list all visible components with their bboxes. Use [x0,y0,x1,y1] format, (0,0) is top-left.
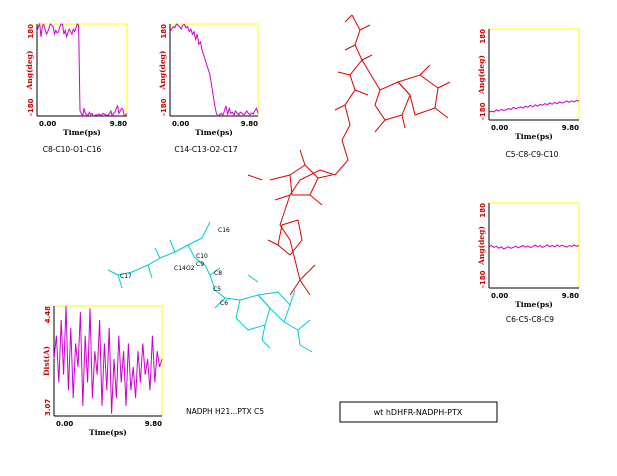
series-line [53,305,163,414]
atom-label: C14 [174,265,186,272]
series-line [488,244,580,250]
y-axis-label: Ang(deg) [477,226,486,266]
x-tick-label: 9.80 [110,120,127,128]
plot-title: C14-C13-O2-C17 [174,145,238,154]
dihedral-plot-c6-c5-c8-c9: -180 180 Ang(deg) 0.00 9.80 Time(ps) C6-C5-C8-… [477,202,580,324]
y-tick-label: 180 [479,203,487,218]
y-tick-label: 180 [479,29,487,44]
dihedral-plot-c8-c10-o1-c16: -180 180 Ang(deg) 0.00 9.80 Time(ps) C8-C10-O1… [25,22,128,154]
atom-label: C10 [196,253,208,260]
series-line [169,23,259,117]
atom-label: C6 [220,300,228,307]
y-tick-label: 3.07 [44,399,52,416]
y-tick-label: -180 [27,98,35,116]
ptx-molecule [247,14,451,296]
atom-label: C8 [214,270,222,277]
series-line [488,99,580,113]
x-tick-label: 9.80 [241,120,258,128]
x-axis-label: Time(ps) [63,128,101,137]
x-tick-label: 0.00 [56,420,73,428]
distance-plot-nadph-ptx: 3.07 4.48 Dist(A) 0.00 9.80 Time(ps) NADPH H21… [42,305,264,437]
x-tick-label: 9.80 [562,124,579,132]
nadph-molecule [107,221,313,353]
y-axis-label: Ang(deg) [477,55,486,95]
caption-box: wt hDHFR-NADPH-PTX [339,401,498,423]
x-axis-label: Time(ps) [515,132,553,141]
plot-title: C6-C5-C8-C9 [506,315,554,324]
atom-labels: C16 C10 C9 C14 O2 C8 C17 C5 C6 [120,227,230,307]
atom-label: C17 [120,273,132,280]
y-tick-label: -180 [479,102,487,120]
plot-title: C8-C10-O1-C16 [43,145,102,154]
y-tick-label: 180 [27,24,35,39]
x-tick-label: 0.00 [491,292,508,300]
plot-title: NADPH H21...PTX C5 [186,407,264,416]
x-axis-label: Time(ps) [515,300,553,309]
x-tick-label: 9.80 [145,420,162,428]
atom-label: C16 [218,227,230,234]
x-tick-label: 0.00 [172,120,189,128]
x-axis-label: Time(ps) [89,428,127,437]
atom-label: O2 [186,265,195,272]
x-tick-label: 0.00 [491,124,508,132]
caption-text: wt hDHFR-NADPH-PTX [374,408,463,417]
y-tick-label: -180 [479,270,487,288]
dihedral-plot-c14-c13-o2-c17: -180 180 Ang(deg) 0.00 9.80 Time(ps) C14-C13-O… [158,23,259,154]
y-tick-label: 4.48 [44,306,52,323]
x-tick-label: 0.00 [39,120,56,128]
x-axis-label: Time(ps) [195,128,233,137]
plot-frame [36,23,128,117]
x-tick-label: 9.80 [562,292,579,300]
y-axis-label: Ang(deg) [158,51,167,91]
dihedral-plot-c5-c8-c9-c10: -180 180 Ang(deg) 0.00 9.80 Time(ps) C5-C8-C9-… [477,28,580,159]
y-axis-label: Dist(A) [42,346,51,376]
atom-label: C9 [196,261,204,268]
caption-frame [339,401,498,423]
y-axis-label: Ang(deg) [25,51,34,91]
y-tick-label: 180 [160,24,168,39]
atom-label: C5 [213,286,221,293]
series-line [36,22,128,118]
plot-title: C5-C8-C9-C10 [506,150,559,159]
y-tick-label: -180 [160,98,168,116]
